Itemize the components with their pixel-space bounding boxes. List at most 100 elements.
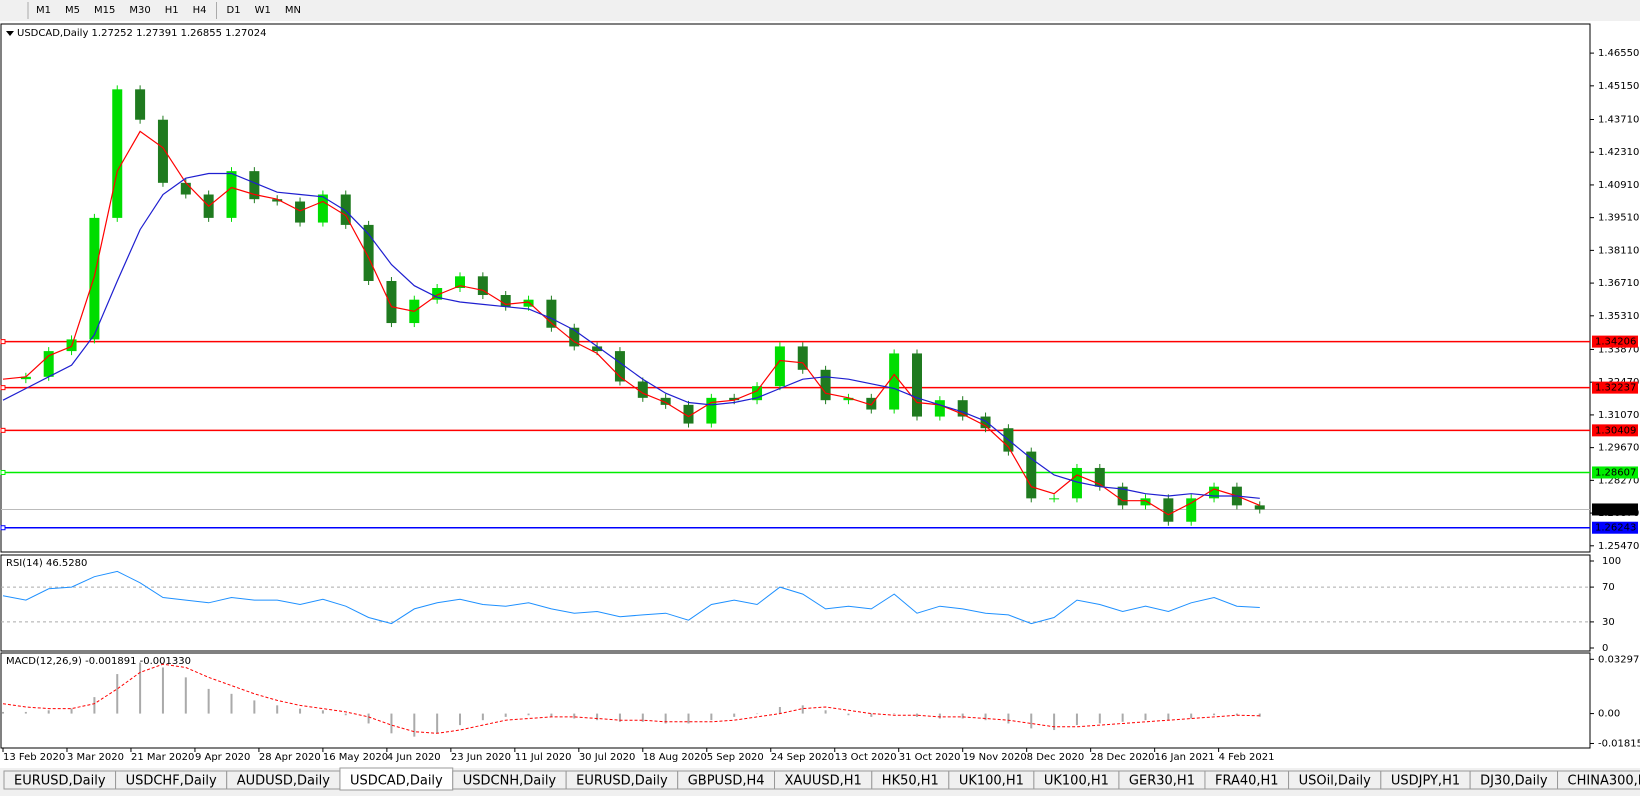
x-tick-label: 13 Feb 2020 [3,752,65,763]
macd-bar [253,700,256,714]
chart-tab-label[interactable]: USDJPY,H1 [1391,774,1460,789]
x-tick-label: 13 Oct 2020 [835,752,897,763]
price-panel [0,23,1591,553]
chart-tab-label[interactable]: UK100,H1 [959,774,1024,789]
chart-tab-label[interactable]: DJ30,Daily [1480,774,1548,789]
level-label: 1.32237 [1595,383,1636,394]
chart-tab[interactable] [1557,770,1640,790]
candle [1049,498,1060,500]
x-tick-label: 23 Jun 2020 [451,752,511,763]
macd-bar [93,697,96,714]
timeframe-button[interactable]: D1 [227,5,241,16]
candle [934,400,945,417]
macd-bar [2,711,4,714]
timeframe-button[interactable]: M30 [129,5,150,16]
x-tick-label: 30 Jul 2020 [579,752,636,763]
macd-bar [1213,713,1216,716]
x-tick-label: 3 Mar 2020 [67,752,124,763]
chart-tab-label[interactable]: AUDUSD,Daily [237,774,331,789]
macd-bar [801,705,804,714]
candle [1094,467,1105,487]
chart-tab-label[interactable]: EURUSD,Daily [576,774,668,789]
macd-bar [1075,713,1078,726]
chart-tab-label[interactable]: USDCAD,Daily [350,774,443,789]
y-tick-label: 1.25470 [1598,541,1639,552]
chart-tab-label[interactable]: UK100,H1 [1044,774,1109,789]
chart-tab-label[interactable]: GER30,H1 [1129,774,1195,789]
rsi-line [2,570,1260,625]
macd-bar [1167,713,1170,721]
y-tick-label: 1.36710 [1598,278,1639,289]
macd-bar [413,713,416,737]
timeframe-button[interactable]: M1 [36,5,51,16]
y-tick-label: 70 [1602,582,1615,593]
x-tick-label: 9 Apr 2020 [195,752,250,763]
y-tick-label: 0 [1602,643,1608,654]
chart-tab-label[interactable]: XAUUSD,H1 [785,774,862,789]
y-tick-label: 0.032972 [1598,654,1640,665]
timeframe-button[interactable]: MN [285,5,301,16]
y-tick-label: 1.28270 [1598,475,1639,486]
candle [1117,486,1128,506]
macd-bar [733,713,736,717]
timeframe-button[interactable]: M15 [94,5,115,16]
rsi-title: RSI(14) 46.5280 [6,558,87,569]
macd-bar [1190,713,1193,719]
macd-bar [1144,713,1147,721]
chart-tab-label[interactable]: CHINA300,H1 [1568,774,1640,789]
chart-title: USDCAD,Daily 1.27252 1.27391 1.26855 1.2… [17,28,267,39]
current-price-label: 1.27024 [1595,504,1636,515]
x-tick-label: 31 Oct 2020 [899,752,961,763]
y-tick-label: 100 [1602,556,1621,567]
candle [889,353,900,410]
macd-title: MACD(12,26,9) -0.001891 -0.001330 [6,656,191,667]
candle [546,299,557,328]
candle [1186,498,1197,522]
timeframe-button[interactable]: M5 [65,5,80,16]
chart-tab-label[interactable]: USDCNH,Daily [463,774,557,789]
timeframe-button[interactable]: H4 [193,5,207,16]
macd-bar [1098,713,1101,724]
macd-panel [0,652,1591,749]
candle [774,346,785,387]
timeframe-button[interactable]: H1 [165,5,179,16]
macd-bar [24,711,27,714]
candle [477,276,488,296]
moving-average [2,172,1260,499]
x-tick-label: 4 Jun 2020 [387,752,441,763]
macd-bar [47,710,50,714]
chart-tab-label[interactable]: USOil,Daily [1299,774,1372,789]
candle [317,194,328,223]
chart-tab-label[interactable]: GBPUSD,H4 [688,774,765,789]
macd-bar [344,713,347,716]
macd-bar [778,706,781,714]
macd-bar [436,713,439,734]
x-tick-label: 18 Aug 2020 [643,752,707,763]
macd-bar [824,710,827,714]
macd-bar [207,688,210,714]
toolbar [0,0,1640,21]
macd-bar [1007,713,1010,724]
level-label: 1.26243 [1595,523,1636,534]
candle [135,89,146,120]
x-tick-label: 19 Nov 2020 [963,752,1027,763]
timeframe-button[interactable]: W1 [255,5,271,16]
x-tick-label: 16 Jan 2021 [1155,752,1215,763]
candle [797,346,808,370]
macd-bar [870,713,873,717]
candle [706,397,717,424]
chart-tab-label[interactable]: EURUSD,Daily [14,774,106,789]
macd-bar [938,713,941,719]
macd-bar [596,713,599,721]
macd-bar [481,713,484,721]
macd-bar [756,713,759,715]
macd-bar [116,674,119,714]
chart-tab-label[interactable]: HK50,H1 [882,774,939,789]
chart-tab-label[interactable]: FRA40,H1 [1215,774,1279,789]
y-tick-label: 0.00 [1598,709,1620,720]
chart-tab-label[interactable]: USDCHF,Daily [126,774,217,789]
macd-bar [299,708,302,714]
macd-bar [504,713,507,717]
macd-bar [1121,713,1124,722]
y-tick-label: 1.43710 [1598,114,1639,125]
